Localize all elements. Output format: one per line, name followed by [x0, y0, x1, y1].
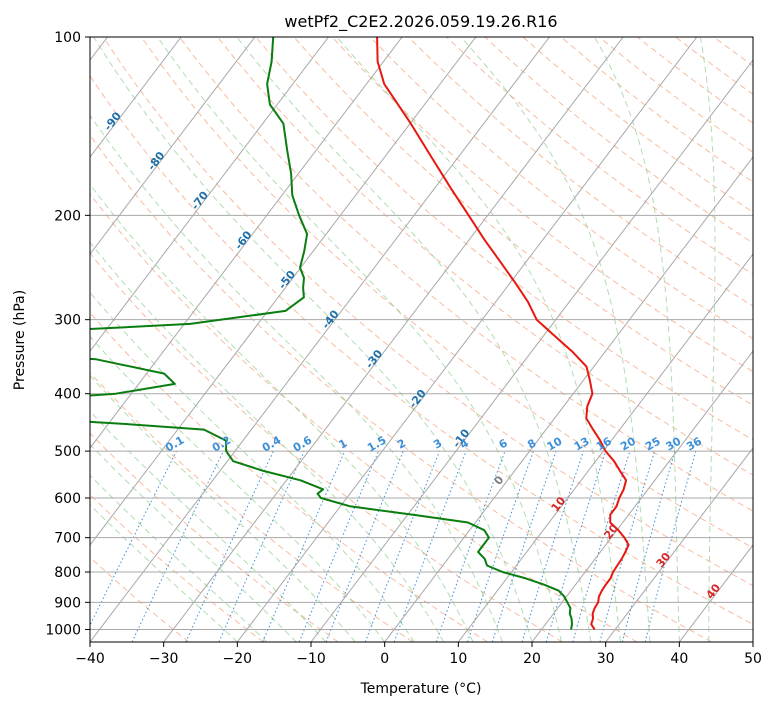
isotherm: [90, 37, 182, 158]
y-tick-label: 200: [54, 208, 81, 224]
isotherm: [90, 37, 256, 255]
isotherm: [310, 59, 753, 642]
x-axis-title: Temperature (°C): [360, 681, 482, 697]
moist-adiabat: [90, 474, 268, 642]
mixing-ratio-line: [218, 450, 305, 642]
y-tick-label: 800: [54, 565, 81, 581]
profile-layer: [90, 37, 630, 630]
isotherm: [90, 37, 329, 352]
moist-adiabat: [699, 37, 716, 642]
dry-adiabat: [217, 37, 753, 476]
dry-adiabat: [331, 37, 753, 373]
mixing-ratio-line: [435, 450, 506, 642]
isotherm: [605, 447, 753, 642]
isotherm: [90, 37, 477, 546]
moist-adiabat: [90, 291, 415, 642]
isotherm: [531, 350, 753, 642]
x-tick-label: 30: [597, 651, 615, 667]
isotherm: [384, 156, 753, 642]
y-tick-label: 1000: [45, 622, 81, 638]
y-tick-label: 100: [54, 30, 81, 46]
mixing-ratio-line: [599, 450, 656, 642]
moist-adiabat: [336, 37, 621, 642]
x-tick-label: −40: [75, 651, 105, 667]
x-tick-label: 10: [449, 651, 467, 667]
x-tick-label: −30: [149, 651, 179, 667]
grid-layer: [90, 37, 753, 642]
y-axis-title: Pressure (hPa): [12, 290, 28, 390]
moist-adiabat: [460, 37, 651, 642]
chart-title: wetPf2_C2E2.2026.059.19.26.R16: [284, 12, 557, 32]
y-tick-label: 500: [54, 444, 81, 460]
moist-adiabat: [90, 443, 297, 642]
moist-adiabat: [236, 37, 592, 642]
mixing-ratio-line: [364, 450, 440, 642]
isotherm: [236, 37, 698, 642]
mixing-ratio-line: [262, 450, 346, 642]
mixing-ratio-line: [298, 450, 379, 642]
temperature-profile-line: [376, 37, 630, 630]
dry-adiabat: [90, 371, 414, 642]
y-tick-label: 400: [54, 387, 81, 403]
mixing-ratio-line: [545, 450, 607, 642]
x-tick-label: −20: [223, 651, 253, 667]
mixing-ratio-line: [467, 450, 534, 642]
isotherm: [457, 253, 753, 642]
dry-adiabat: [90, 134, 712, 642]
moist-adiabat: [157, 37, 562, 642]
mixing-ratio-line: [621, 450, 676, 642]
plot-frame: [89, 36, 754, 643]
x-tick-label: 20: [523, 651, 541, 667]
axis-ticks: −40 −30 −20 −10 0 10 20 30 40 50 100 200 300 400 500 60…: [45, 30, 762, 667]
dry-adiabat: [293, 37, 753, 406]
x-tick-label: 50: [744, 651, 762, 667]
x-tick-label: 0: [380, 651, 389, 667]
x-tick-label: 40: [670, 651, 688, 667]
mixing-ratio-line: [491, 450, 557, 642]
isotherm: [90, 37, 550, 642]
y-tick-label: 300: [54, 313, 81, 329]
mixing-ratio-line: [521, 450, 585, 642]
moist-adiabat: [90, 410, 327, 642]
moist-adiabat: [90, 183, 474, 642]
moist-adiabat: [594, 37, 680, 642]
x-tick-label: −10: [296, 651, 326, 667]
y-tick-label: 700: [54, 531, 81, 547]
moist-adiabat: [93, 37, 533, 642]
mixing-ratio-line: [572, 450, 631, 642]
mixing-ratio-line: [90, 450, 177, 627]
mixing-ratio-line: [325, 450, 404, 642]
dewpoint-profile-line: [90, 37, 573, 630]
moist-adiabat: [90, 241, 445, 642]
dry-adiabat: [90, 432, 339, 642]
moist-adiabat: [90, 504, 238, 642]
moist-adiabat: [90, 335, 386, 642]
y-tick-label: 600: [54, 491, 81, 507]
isotherm: [90, 37, 403, 449]
y-tick-label: 900: [54, 595, 81, 611]
moist-adiabat: [90, 114, 503, 642]
isotherm: [163, 37, 624, 642]
